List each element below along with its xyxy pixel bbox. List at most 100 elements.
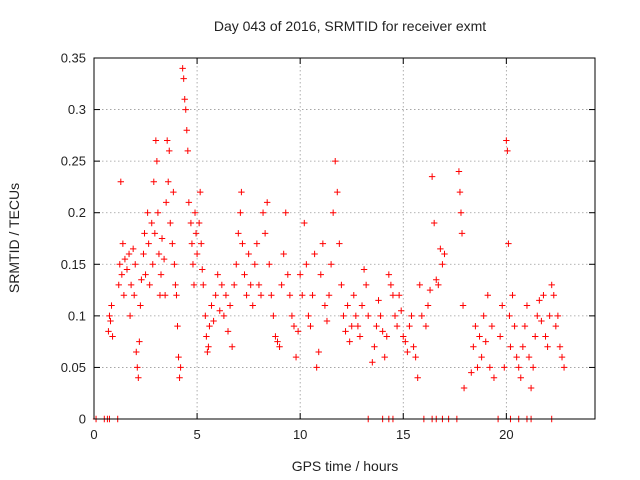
data-point — [272, 333, 279, 340]
data-point — [468, 369, 475, 376]
data-point — [216, 307, 223, 314]
data-point — [515, 364, 522, 371]
data-point — [132, 261, 139, 268]
data-point — [457, 209, 465, 216]
data-point — [521, 322, 529, 330]
data-point — [397, 307, 405, 314]
data-point — [235, 230, 242, 237]
data-point — [348, 322, 355, 330]
data-point — [241, 271, 248, 278]
data-point — [356, 333, 364, 340]
data-point — [435, 281, 442, 289]
data-point — [385, 271, 393, 278]
data-point — [292, 353, 300, 361]
data-point — [540, 292, 547, 299]
data-point — [480, 312, 487, 320]
data-point — [180, 75, 187, 82]
data-point — [167, 219, 174, 227]
data-point — [504, 147, 511, 155]
data-point — [261, 230, 269, 237]
data-point — [456, 188, 464, 196]
data-point — [154, 209, 162, 216]
data-point — [507, 343, 514, 350]
data-point — [377, 312, 384, 320]
data-point — [238, 188, 245, 196]
data-point — [288, 312, 296, 320]
data-point — [371, 343, 378, 350]
data-point — [218, 281, 226, 289]
data-point — [263, 199, 271, 206]
data-point — [441, 250, 448, 258]
data-point — [204, 348, 211, 356]
data-point — [542, 333, 549, 340]
data-point — [189, 261, 197, 268]
data-point — [243, 292, 250, 299]
data-point — [534, 312, 541, 320]
data-point — [157, 271, 165, 278]
data-point — [109, 333, 116, 340]
data-point — [474, 364, 481, 371]
data-point — [191, 209, 199, 216]
data-point — [496, 333, 504, 340]
data-point — [141, 230, 148, 237]
data-point — [329, 209, 337, 216]
y-tick-label: 0 — [79, 412, 86, 427]
data-point — [184, 147, 192, 155]
data-point — [251, 261, 259, 268]
data-point — [210, 317, 217, 325]
data-point — [134, 364, 141, 371]
data-point — [439, 261, 446, 268]
data-point — [299, 292, 306, 299]
data-point — [222, 292, 230, 299]
data-point — [137, 302, 144, 309]
data-point — [476, 333, 483, 340]
data-point — [550, 292, 557, 299]
data-point — [233, 261, 240, 268]
data-point — [148, 219, 155, 227]
data-point — [369, 359, 376, 366]
data-point — [484, 292, 491, 299]
plot-frame — [93, 57, 596, 420]
data-point — [127, 281, 135, 289]
data-point — [296, 271, 304, 278]
data-point — [190, 281, 198, 289]
data-point — [198, 240, 205, 247]
data-point — [138, 276, 145, 283]
data-point — [152, 137, 160, 144]
data-point — [418, 312, 426, 320]
data-point — [387, 281, 395, 289]
data-point — [459, 302, 467, 309]
data-point — [499, 302, 506, 309]
data-point — [284, 271, 292, 278]
data-point — [358, 302, 366, 309]
data-point — [166, 147, 173, 155]
data-point — [532, 333, 539, 340]
data-point — [208, 302, 215, 309]
data-point — [490, 374, 498, 381]
data-point — [203, 333, 210, 340]
data-point — [373, 322, 380, 330]
y-tick-label: 0.25 — [61, 154, 86, 169]
data-point — [120, 292, 128, 299]
data-point — [214, 271, 221, 278]
data-point — [375, 297, 382, 304]
data-point — [325, 292, 333, 299]
data-point — [199, 266, 206, 273]
data-point — [192, 230, 200, 237]
data-point — [268, 292, 275, 299]
data-point — [525, 353, 533, 361]
data-point — [344, 302, 351, 309]
data-point — [255, 281, 263, 289]
data-point — [172, 281, 179, 289]
data-point — [352, 312, 360, 320]
data-point — [433, 276, 440, 283]
data-point — [340, 312, 347, 320]
data-point — [395, 292, 403, 299]
data-point — [412, 353, 419, 361]
data-point — [319, 240, 327, 247]
data-point — [282, 209, 289, 216]
y-tick-label: 0.35 — [61, 51, 86, 66]
data-point — [317, 271, 324, 278]
data-point — [323, 317, 331, 325]
data-point — [239, 240, 246, 247]
